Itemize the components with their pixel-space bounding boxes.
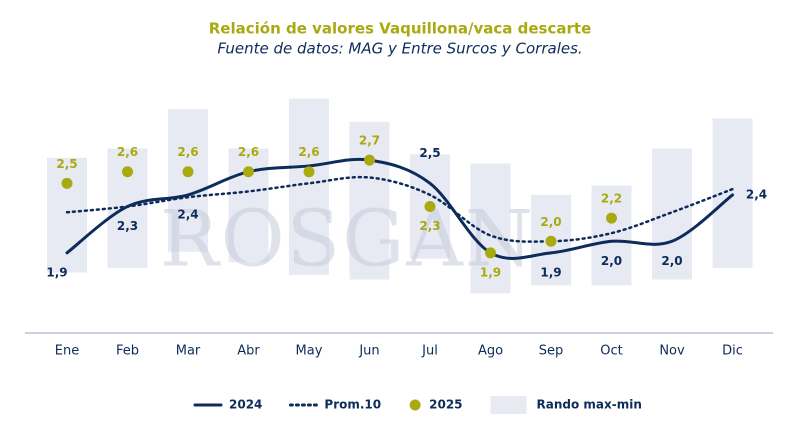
range-bar bbox=[289, 98, 329, 275]
data-label: 2,5 bbox=[56, 157, 77, 171]
x-tick-label: Dic bbox=[722, 344, 743, 359]
legend-label: 2025 bbox=[429, 398, 462, 412]
range-bar bbox=[168, 109, 208, 252]
data-label: 2,0 bbox=[601, 254, 622, 268]
data-label: 2,5 bbox=[419, 146, 440, 160]
data-label: 2,6 bbox=[117, 145, 138, 159]
watermark: ROSGAN bbox=[160, 195, 535, 285]
x-tick-label: Ene bbox=[55, 344, 79, 359]
data-label: 2,3 bbox=[117, 219, 138, 233]
marker bbox=[424, 201, 436, 212]
marker bbox=[303, 166, 315, 178]
data-label: 2,0 bbox=[540, 215, 561, 229]
data-label: 1,9 bbox=[480, 265, 501, 279]
legend-label: 2024 bbox=[229, 398, 262, 412]
data-label: 1,9 bbox=[540, 265, 561, 279]
chart-title: Relación de valores Vaquillona/vaca desc… bbox=[209, 20, 592, 38]
x-tick-label: Nov bbox=[659, 344, 685, 359]
data-label: 1,9 bbox=[46, 265, 67, 279]
marker bbox=[243, 166, 254, 178]
marker bbox=[485, 247, 496, 259]
x-tick-label: Jul bbox=[421, 344, 438, 359]
line bbox=[65, 157, 734, 260]
range-bar bbox=[349, 121, 390, 280]
data-label: 2,6 bbox=[177, 145, 198, 159]
marker bbox=[61, 177, 73, 189]
marker bbox=[182, 166, 194, 178]
x-tick-label: May bbox=[296, 344, 323, 359]
legend-label: Prom.10 bbox=[324, 398, 381, 412]
data-label: 2,4 bbox=[746, 187, 767, 201]
x-tick-label: Abr bbox=[237, 344, 260, 359]
legend-marker bbox=[409, 399, 421, 411]
range-bar bbox=[591, 185, 632, 286]
chart-subtitle: Fuente de datos: MAG y Entre Surcos y Co… bbox=[217, 40, 582, 58]
data-label: 2,6 bbox=[298, 145, 319, 159]
data-label: 2,3 bbox=[419, 219, 440, 233]
marker bbox=[122, 166, 133, 178]
data-label: 2,6 bbox=[238, 145, 259, 159]
x-tick-label: Mar bbox=[176, 344, 201, 359]
range-bar bbox=[652, 148, 692, 280]
x-tick-label: Jun bbox=[358, 344, 379, 359]
data-label: 2,2 bbox=[601, 192, 622, 206]
x-tick-label: Sep bbox=[539, 344, 564, 359]
marker bbox=[606, 212, 617, 224]
marker bbox=[364, 154, 375, 166]
x-tick-label: Ago bbox=[478, 344, 503, 359]
data-label: 2,0 bbox=[661, 254, 682, 268]
data-label: 2,7 bbox=[359, 134, 380, 148]
line bbox=[65, 175, 734, 243]
x-tick-label: Oct bbox=[600, 344, 622, 359]
data-label: 2,4 bbox=[177, 207, 198, 221]
legend-swatch bbox=[490, 396, 527, 414]
marker bbox=[545, 235, 557, 247]
legend-label: Rando max-min bbox=[537, 398, 642, 412]
range-bar bbox=[47, 157, 87, 273]
x-tick-label: Feb bbox=[116, 344, 139, 359]
